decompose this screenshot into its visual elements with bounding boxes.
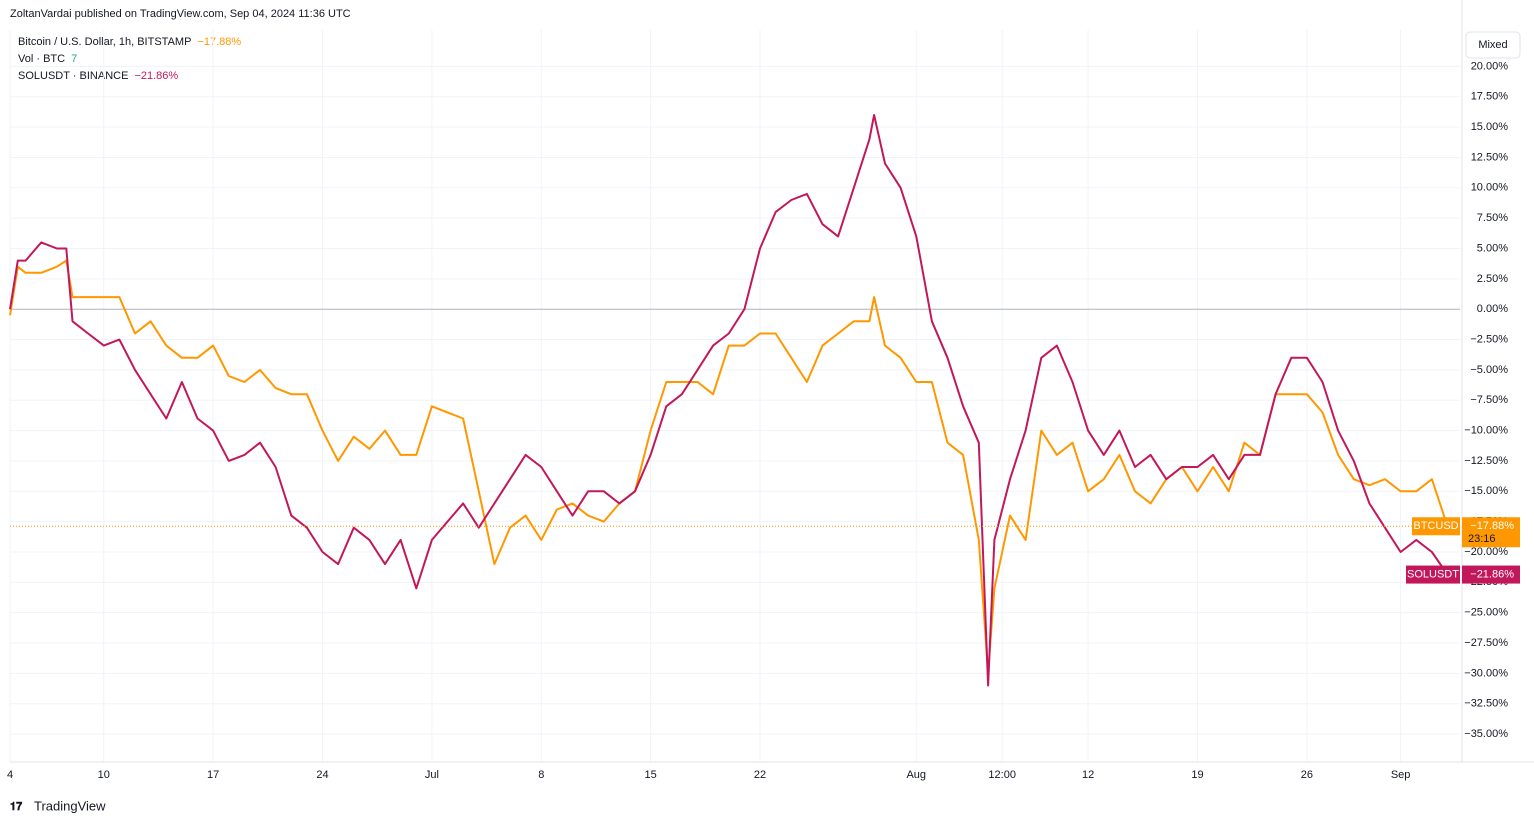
y-tick-label: −5.00% [1470,364,1508,376]
y-tick-label: −2.50% [1470,333,1508,345]
scale-button[interactable] [1465,31,1521,59]
y-tick-label: −10.00% [1464,425,1508,437]
x-tick-label: 24 [316,769,328,781]
y-tick-label: −7.50% [1470,394,1508,406]
legend-vol-value: 7 [71,53,77,65]
x-tick-label: 4 [7,769,13,781]
y-tick-label: −32.50% [1464,698,1508,710]
x-tick-label: 19 [1191,769,1203,781]
y-tick-label: −15.00% [1464,485,1508,497]
symbol-badge [1412,517,1460,536]
x-tick-label: 12 [1082,769,1094,781]
x-tick-label: Jul [425,769,439,781]
y-tick-label: −30.00% [1464,667,1508,679]
x-tick-label: 8 [538,769,544,781]
legend-btc: Bitcoin / U.S. Dollar, 1h, BITSTAMP −17.8… [18,36,241,48]
value-badge [1462,565,1520,584]
symbol-badge-label: BTCUSD [1413,520,1458,532]
footer-brand: TradingView [34,798,106,813]
y-tick-label: 12.50% [1471,151,1509,163]
legend-btc-name: Bitcoin / U.S. Dollar, 1h, BITSTAMP [18,36,191,48]
scale-button-label[interactable]: Mixed [1478,39,1507,51]
legend-vol: Vol · BTC 7 [18,53,77,65]
footer-logo: 𝟏𝟕 [10,801,23,813]
plot [9,30,1460,762]
price-line [9,114,1449,687]
y-tick-label: 2.50% [1477,273,1508,285]
legend-sol-value: −21.86% [134,70,178,82]
x-tick-label: 22 [754,769,766,781]
value-badge-label: −21.86% [1470,568,1514,580]
x-tick-label: 10 [98,769,110,781]
x-tick-label: 26 [1301,769,1313,781]
x-tick-label: 15 [645,769,657,781]
y-tick-label: −27.50% [1464,637,1508,649]
value-badge [1462,517,1520,548]
y-tick-label: 20.00% [1471,60,1509,72]
legend-vol-name: Vol · BTC [18,53,65,65]
legend-btc-value: −17.88% [197,36,241,48]
y-tick-label: 15.00% [1471,121,1509,133]
y-tick-label: 5.00% [1477,242,1508,254]
symbol-badge [1406,565,1460,584]
y-tick-label: −12.50% [1464,455,1508,467]
symbol-badge-label: SOLUSDT [1407,568,1459,580]
x-tick-label: Aug [906,769,926,781]
x-tick-label: Sep [1391,769,1411,781]
x-tick-label: 12:00 [988,769,1016,781]
price-line [9,259,1449,675]
x-tick-label: 17 [207,769,219,781]
y-tick-label: −20.00% [1464,546,1508,558]
y-tick-label: 10.00% [1471,182,1509,194]
value-badge-label: −17.88% [1470,520,1514,532]
y-tick-label: 17.50% [1471,91,1509,103]
legend-sol: SOLUSDT · BINANCE −21.86% [18,70,178,82]
legend-sol-name: SOLUSDT · BINANCE [18,70,128,82]
y-tick-label: −35.00% [1464,728,1508,740]
y-tick-label: 7.50% [1477,212,1508,224]
y-tick-label: 0.00% [1477,303,1508,315]
y-tick-label: −25.00% [1464,607,1508,619]
countdown-label: 23:16 [1468,533,1496,545]
published-note: ZoltanVardai published on TradingView.co… [10,8,351,20]
